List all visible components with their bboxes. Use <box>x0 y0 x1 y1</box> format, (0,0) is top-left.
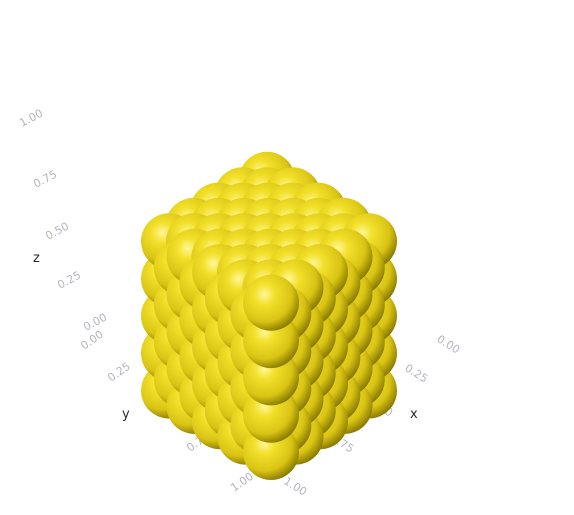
z-tick-label: 0.50 <box>43 220 71 243</box>
scatter-point <box>243 274 299 331</box>
y-tick-label: 0.25 <box>105 360 133 385</box>
z-tick-label: 1.00 <box>17 107 45 130</box>
x-tick-label: 0.00 <box>434 333 462 357</box>
y-tick-label: 1.00 <box>228 470 256 495</box>
z-tick-label: 0.75 <box>31 168 59 191</box>
x-axis-label: x <box>410 407 418 422</box>
y-tick-label: 0.00 <box>78 328 106 353</box>
x-tick-label: 1.00 <box>281 475 309 499</box>
marker-cloud <box>141 151 397 480</box>
z-axis-label: z <box>33 251 40 266</box>
y-axis-label: y <box>122 407 130 422</box>
x-tick-label: 0.25 <box>402 362 430 386</box>
z-tick-label: 0.25 <box>55 269 83 292</box>
